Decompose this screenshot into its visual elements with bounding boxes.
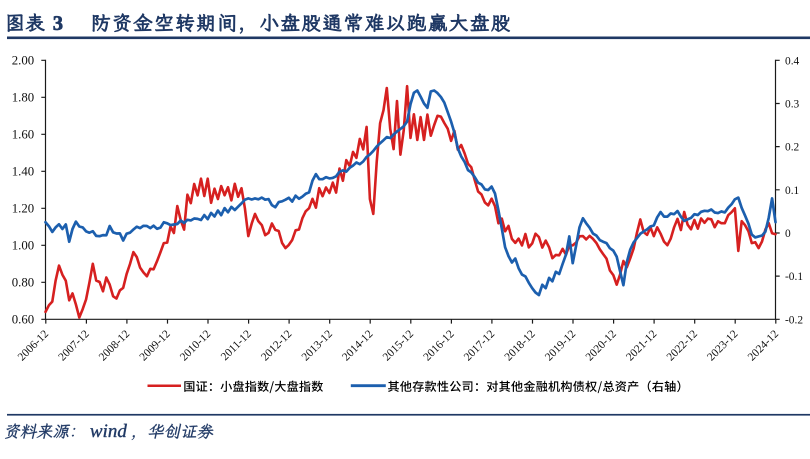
svg-text:1.00: 1.00 — [12, 239, 34, 253]
svg-text:1.80: 1.80 — [12, 91, 34, 105]
svg-text:1.60: 1.60 — [12, 128, 34, 142]
svg-text:0: 0 — [785, 228, 791, 240]
svg-text:0.60: 0.60 — [12, 313, 34, 327]
svg-text:-0.2: -0.2 — [785, 314, 803, 326]
svg-text:-0.1: -0.1 — [785, 271, 803, 283]
svg-text:0.2: 0.2 — [785, 142, 800, 154]
svg-text:2.00: 2.00 — [12, 54, 34, 68]
svg-text:1.40: 1.40 — [12, 165, 34, 179]
svg-text:0.4: 0.4 — [785, 55, 800, 67]
svg-text:0.80: 0.80 — [12, 276, 34, 290]
svg-text:0.1: 0.1 — [785, 185, 800, 197]
svg-text:1.20: 1.20 — [12, 202, 34, 216]
svg-text:0.3: 0.3 — [785, 99, 800, 111]
